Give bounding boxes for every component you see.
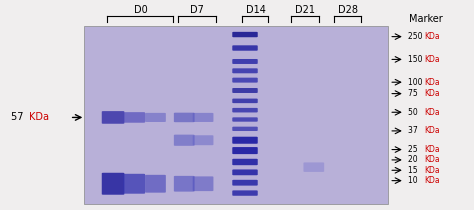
Text: KDa: KDa: [424, 155, 440, 164]
Text: KDa: KDa: [424, 166, 440, 175]
Text: 25: 25: [408, 145, 419, 154]
Text: KDa: KDa: [29, 112, 49, 122]
FancyBboxPatch shape: [303, 162, 324, 172]
Text: 37: 37: [408, 126, 419, 135]
FancyBboxPatch shape: [232, 45, 258, 51]
Text: D0: D0: [134, 5, 147, 15]
FancyBboxPatch shape: [123, 174, 145, 194]
FancyBboxPatch shape: [193, 176, 213, 191]
FancyBboxPatch shape: [193, 135, 213, 145]
FancyBboxPatch shape: [232, 32, 258, 37]
FancyBboxPatch shape: [174, 113, 195, 122]
FancyBboxPatch shape: [232, 68, 258, 73]
FancyBboxPatch shape: [145, 113, 166, 122]
FancyBboxPatch shape: [174, 176, 195, 192]
Text: 15: 15: [408, 166, 419, 175]
FancyBboxPatch shape: [232, 159, 258, 165]
Text: KDa: KDa: [424, 55, 440, 64]
Text: KDa: KDa: [424, 145, 440, 154]
FancyBboxPatch shape: [232, 98, 258, 103]
FancyBboxPatch shape: [232, 180, 258, 186]
FancyBboxPatch shape: [102, 111, 124, 124]
FancyBboxPatch shape: [232, 169, 258, 175]
FancyBboxPatch shape: [232, 137, 258, 144]
Text: D14: D14: [246, 5, 266, 15]
Text: 50: 50: [408, 108, 419, 117]
Text: D28: D28: [338, 5, 358, 15]
Text: KDa: KDa: [424, 126, 440, 135]
Text: 20: 20: [408, 155, 419, 164]
Text: 250: 250: [408, 32, 424, 41]
FancyBboxPatch shape: [232, 88, 258, 93]
FancyBboxPatch shape: [174, 135, 195, 146]
Text: 150: 150: [408, 55, 424, 64]
Text: KDa: KDa: [424, 89, 440, 98]
FancyBboxPatch shape: [232, 59, 258, 64]
Text: 10: 10: [408, 176, 419, 185]
FancyBboxPatch shape: [232, 78, 258, 83]
Text: Marker: Marker: [409, 14, 443, 24]
FancyBboxPatch shape: [123, 112, 145, 123]
Bar: [84, 26, 388, 205]
Text: KDa: KDa: [424, 78, 440, 87]
Text: D7: D7: [190, 5, 204, 15]
FancyBboxPatch shape: [193, 113, 213, 122]
FancyBboxPatch shape: [232, 108, 258, 113]
FancyBboxPatch shape: [102, 173, 124, 195]
FancyBboxPatch shape: [232, 117, 258, 122]
Text: KDa: KDa: [424, 32, 440, 41]
FancyBboxPatch shape: [232, 190, 258, 196]
FancyBboxPatch shape: [232, 127, 258, 131]
Text: 57: 57: [11, 112, 27, 122]
Text: D21: D21: [295, 5, 315, 15]
Text: 100: 100: [408, 78, 424, 87]
FancyBboxPatch shape: [145, 175, 166, 193]
Text: 75: 75: [408, 89, 419, 98]
FancyBboxPatch shape: [232, 147, 258, 154]
Text: KDa: KDa: [424, 176, 440, 185]
Text: KDa: KDa: [424, 108, 440, 117]
